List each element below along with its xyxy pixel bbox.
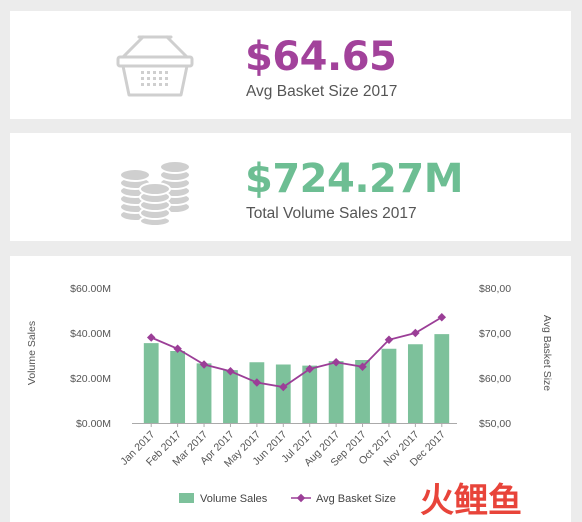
line-point-5 [279,382,288,392]
legend-label-avg-basket: Avg Basket Size [316,493,396,505]
line-point-3 [226,367,235,376]
bar-2 [196,363,212,423]
y-tick-label: $0.00M [76,418,111,430]
line-point-10 [411,328,420,338]
watermark-logo: 火鲤鱼 [420,481,522,521]
kpi-label-total-volume: Total Volume Sales 2017 [246,205,417,222]
legend-swatch-volume-sales [179,493,194,503]
legend-marker-avg-basket [296,493,306,503]
line-point-1 [173,344,182,353]
y-tick-label: $60.00M [70,283,111,295]
y2-tick-label: $80,00 [479,283,511,295]
line-avg-basket [150,316,443,388]
y2-tick-label: $60,00 [479,373,511,385]
line-point-11 [437,313,447,322]
combo-chart: Volume Sales Avg Basket Size $0.00M $20.0… [26,283,553,521]
line-point-9 [384,335,394,344]
bar-7 [328,361,344,423]
bar-6 [302,365,318,423]
bar-3 [223,370,238,423]
basket-icon [115,31,195,103]
bar-11 [434,334,450,423]
bar-5 [275,364,291,423]
kpi-value-total-volume: $724.27M [245,156,464,202]
legend-label-volume-sales: Volume Sales [200,493,268,505]
y-tick-label: $40.00M [70,328,111,340]
y2-tick-label: $50,00 [479,418,511,430]
line-point-0 [146,333,156,342]
line-point-8 [358,362,367,371]
bar-10 [407,344,423,423]
coins-icon [115,153,195,227]
kpi-label-avg-basket: Avg Basket Size 2017 [246,83,398,100]
kpi-value-avg-basket: $64.65 [245,34,397,80]
chart-card: Volume Sales Avg Basket Size $0.00M $20.0… [10,256,571,522]
y-tick-label: $20.00M [70,373,111,385]
left-axis-label: Volume Sales [26,321,38,385]
line-point-6 [305,364,314,374]
y2-tick-label: $70,00 [479,328,511,340]
line-point-7 [331,358,341,367]
line-point-4 [252,378,262,387]
bar-4 [249,362,265,423]
bar-9 [381,348,397,423]
bar-0 [143,343,159,423]
kpi-card-total-volume: $724.27M Total Volume Sales 2017 [10,133,571,241]
right-axis-label: Avg Basket Size [541,315,553,391]
bar-1 [170,351,186,423]
kpi-card-avg-basket: $64.65 Avg Basket Size 2017 [10,11,571,119]
line-point-2 [199,360,209,369]
bar-8 [355,360,370,423]
